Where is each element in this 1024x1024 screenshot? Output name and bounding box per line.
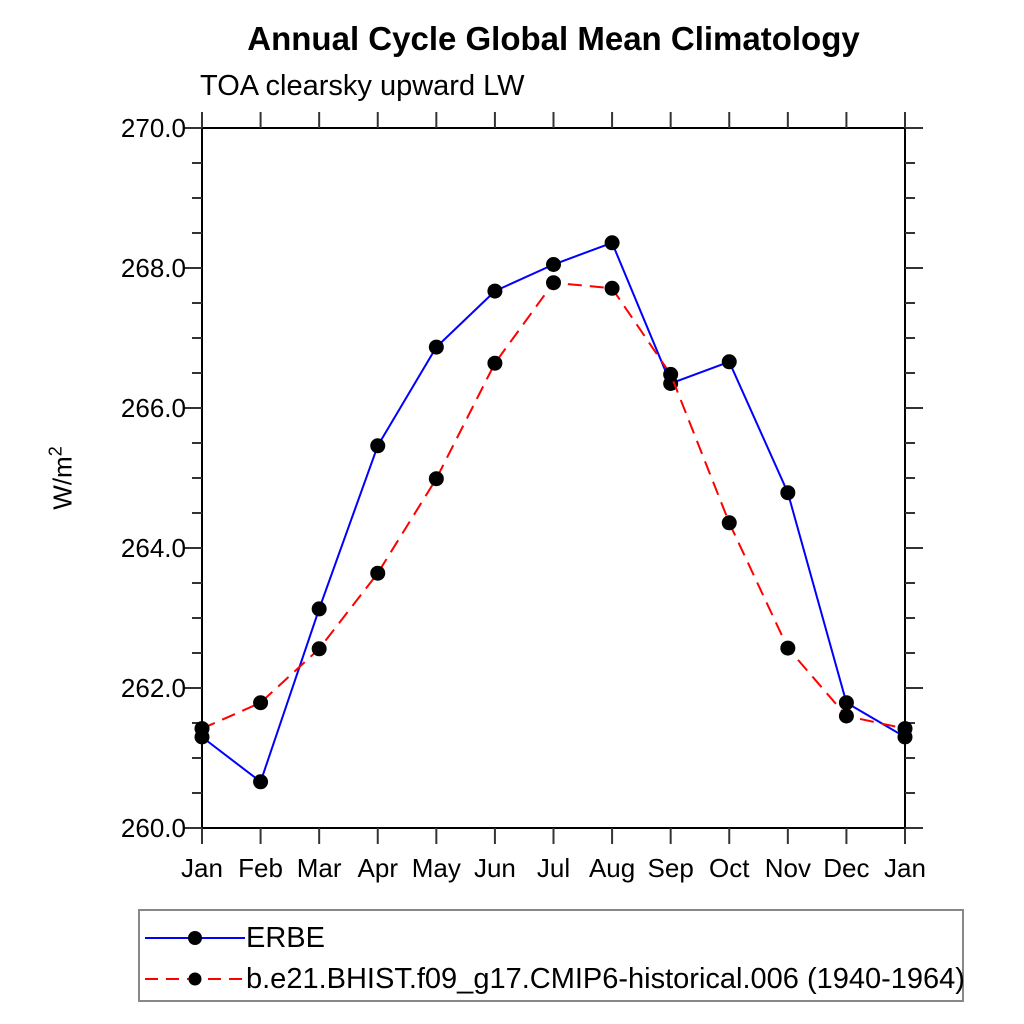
y-tick-label: 264.0 [121,533,186,563]
x-tick-label: Oct [709,853,750,883]
chart-title: Annual Cycle Global Mean Climatology [247,20,860,57]
legend-row-model: b.e21.BHIST.f09_g17.CMIP6-historical.006… [140,959,965,999]
y-tick-label: 260.0 [121,813,186,843]
x-tick-label: Jan [181,853,223,883]
model-marker [604,280,620,296]
y-tick-label: 268.0 [121,253,186,283]
model-marker [780,640,796,656]
x-tick-label: Aug [589,853,635,883]
model-legend-label: b.e21.BHIST.f09_g17.CMIP6-historical.006… [246,962,965,995]
chart-subtitle: TOA clearsky upward LW [200,70,525,102]
x-tick-label: Sep [648,853,694,883]
model-marker [253,695,269,711]
x-tick-label: Jun [474,853,516,883]
y-tick-label: 262.0 [121,673,186,703]
x-tick-label: Nov [765,853,811,883]
erbe-marker [428,339,444,355]
x-tick-label: Mar [297,853,342,883]
erbe-marker [780,485,796,501]
y-tick-label: 270.0 [121,113,186,143]
legend-row-erbe: ERBE [140,918,325,958]
model-marker [311,641,327,657]
erbe-legend-label: ERBE [246,921,325,954]
erbe-marker [311,601,327,617]
erbe-marker [838,695,854,711]
x-tick-label: Dec [823,853,869,883]
x-tick-label: Apr [358,853,399,883]
erbe-marker [721,354,737,370]
model-marker [546,275,561,291]
model-marker [721,515,737,531]
model-marker [487,355,503,371]
model-marker [663,366,679,382]
erbe-marker [487,283,503,299]
erbe-marker [253,774,269,790]
x-tick-label: Jul [537,853,570,883]
erbe-line [201,241,906,784]
erbe-marker [370,438,386,454]
erbe-marker [604,235,620,251]
legend: ERBE b.e21.BHIST.f09_g17.CMIP6-historica… [138,909,965,1002]
y-tick-label: 266.0 [121,393,186,423]
erbe-marker [546,257,561,272]
x-tick-label: May [412,853,461,883]
model-marker [838,708,854,724]
x-tick-label: Feb [238,853,283,883]
model-marker [194,721,210,737]
model-legend-marker-icon [188,972,202,986]
x-tick-label: Jan [884,853,926,883]
erbe-legend-marker-icon [188,931,202,945]
model-marker [428,471,444,487]
model-line [201,281,906,730]
erbe-legend-line-sample [145,931,245,945]
model-marker [370,565,386,581]
model-legend-line-sample [145,972,245,986]
plot-frame [201,127,906,829]
model-marker [897,721,913,737]
